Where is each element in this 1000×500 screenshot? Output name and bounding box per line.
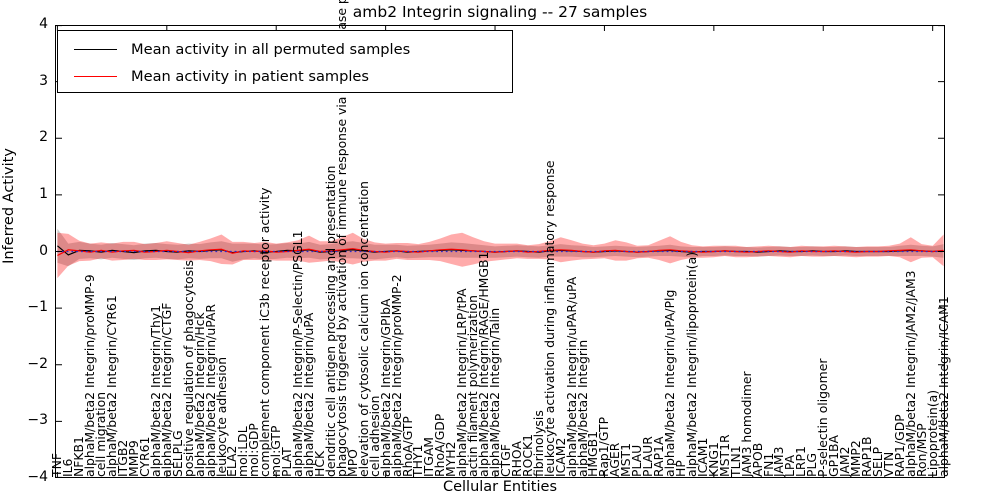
y-axis-label: Inferred Activity: [1, 148, 17, 264]
y-tick-label: −1: [27, 299, 48, 316]
y-tick-label: −4: [27, 469, 48, 485]
legend-label: Mean activity in patient samples: [131, 68, 370, 85]
y-tick-label: 4: [39, 16, 48, 32]
chart-title: amb2 Integrin signaling -- 27 samples: [352, 3, 648, 21]
legend: Mean activity in all permuted samples Me…: [57, 30, 513, 93]
y-tick-label: −3: [27, 412, 48, 429]
x-axis-label: Cellular Entities: [442, 479, 558, 495]
axes-frame: [55, 25, 945, 478]
plot-area: [55, 25, 945, 478]
legend-label: Mean activity in all permuted samples: [131, 41, 411, 58]
y-tick-label: 1: [39, 185, 48, 202]
patient-band: [57, 232, 944, 279]
y-tick-label: 2: [39, 129, 48, 146]
legend-item: Mean activity in all permuted samples: [68, 36, 512, 63]
y-tick-label: 0: [39, 242, 48, 259]
permuted-band: [57, 228, 944, 267]
legend-line-patient: [74, 76, 117, 77]
y-tick-label: 3: [39, 72, 48, 89]
y-tick-label: −2: [27, 355, 48, 372]
patient-mean-line: [57, 248, 944, 257]
legend-line-permuted: [74, 49, 117, 50]
legend-item: Mean activity in patient samples: [68, 63, 512, 90]
